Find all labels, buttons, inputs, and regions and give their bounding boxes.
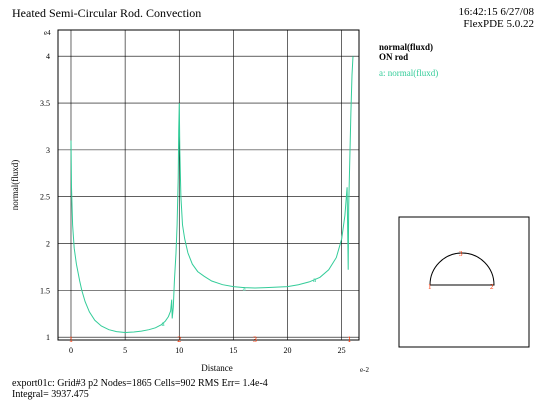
legend-block: normal(fluxd) ON rod (379, 42, 433, 62)
plot-frame (57, 29, 360, 341)
y-tick-label: 2.5 (40, 193, 50, 202)
region-label: 2 (177, 335, 181, 344)
x-tick-label: 0 (69, 346, 73, 355)
x-tick-label: 10 (175, 346, 183, 355)
y-tick-label: 3.5 (40, 99, 50, 108)
inset-label-2: 2 (490, 283, 494, 291)
gridlines (58, 30, 359, 340)
curve-marker: a (313, 276, 317, 284)
inset-label-3: 3 (459, 250, 463, 258)
x-tick-label: 20 (284, 346, 292, 355)
legend-entry: a: normal(fluxd) (379, 68, 439, 78)
legend-entry-label: normal(fluxd) (387, 68, 439, 78)
y-tick-label: 2 (46, 240, 50, 249)
legend-entry-marker: a (379, 68, 383, 78)
inset-frame (398, 216, 530, 348)
region-label: 1 (69, 335, 73, 344)
region-label: 1 (347, 335, 351, 344)
footer-line-grid: export01c: Grid#3 p2 Nodes=1865 Cells=90… (12, 378, 268, 389)
y-tick-label: 3 (46, 146, 50, 155)
curve-marker: a (161, 320, 165, 328)
footer-stats: export01c: Grid#3 p2 Nodes=1865 Cells=90… (12, 378, 268, 400)
series-group (70, 56, 354, 334)
y-tick-label: 1 (46, 333, 50, 342)
rod-outline (429, 252, 495, 286)
plot-title: Heated Semi-Circular Rod. Convection (12, 6, 202, 20)
x-tick-label: 25 (338, 346, 346, 355)
inset-label-1: 1 (428, 283, 432, 291)
version-label: FlexPDE 5.0.22 (463, 18, 534, 30)
x-axis-ticks: 0 5 10 15 20 25 (69, 346, 346, 355)
y-tick-label: 1.5 (40, 286, 50, 295)
domain-inset: 1 2 3 (398, 216, 530, 348)
timestamp: 16:42:15 6/27/08 (458, 6, 534, 18)
y-tick-label: 4 (46, 52, 50, 61)
y-axis-label: normal(fluxd) (10, 160, 20, 210)
curve-marker: a (243, 285, 247, 293)
region-labels: 1 2 3 1 (69, 335, 351, 344)
footer-line-integral: Integral= 3937.475 (12, 389, 89, 400)
x-tick-label: 15 (229, 346, 237, 355)
y-exponent: e4 (44, 29, 51, 37)
series-line (70, 56, 354, 334)
y-axis-ticks: 1 1.5 2 2.5 3 3.5 4 (40, 52, 50, 342)
timestamp-block: 16:42:15 6/27/08 FlexPDE 5.0.22 (459, 6, 534, 30)
x-axis-label: Distance (201, 363, 233, 373)
curve-markers: a a a (161, 276, 317, 328)
legend-region: ON rod (379, 52, 409, 62)
x-tick-label: 5 (123, 346, 127, 355)
x-exponent: e-2 (360, 366, 369, 374)
legend-variable: normal(fluxd) (379, 42, 433, 52)
region-label: 3 (253, 335, 257, 344)
